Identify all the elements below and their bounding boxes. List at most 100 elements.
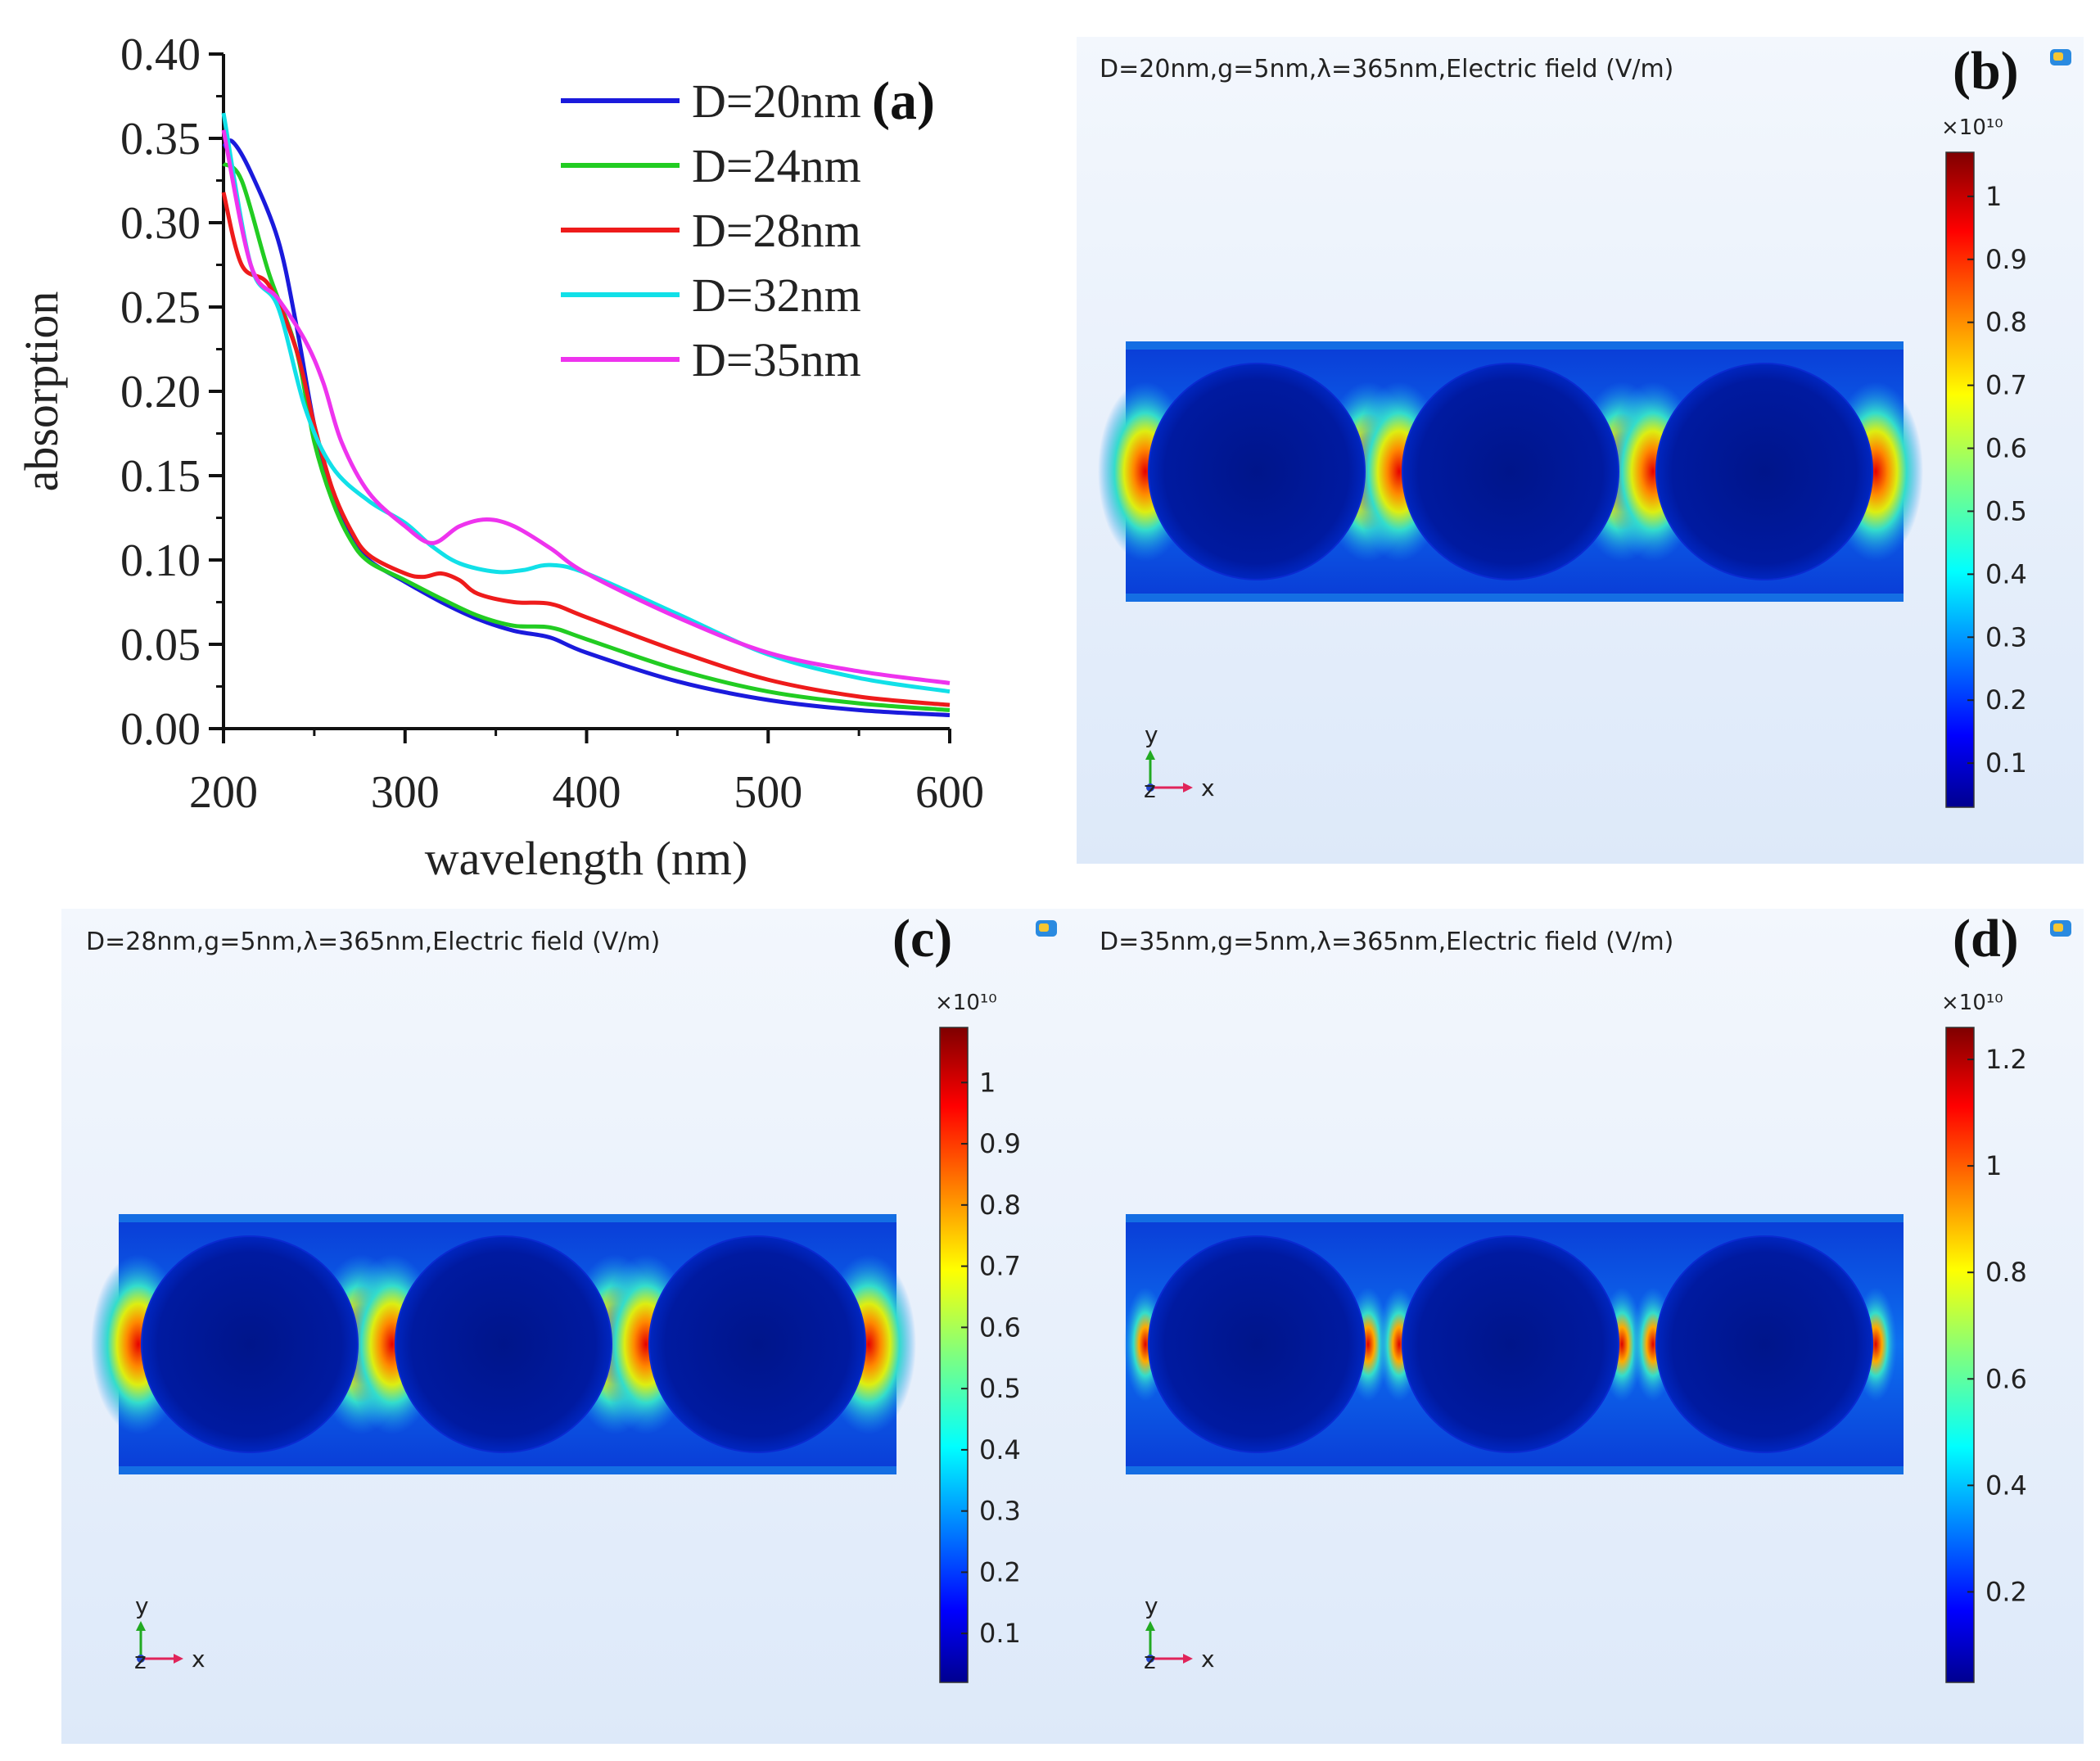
colorbar: ×10¹⁰ 0.1 0.2 0.3 0.4 0.5 0.6 0.7 0.8 0.9 1 — [1941, 115, 2027, 808]
colorbar-tick-label: 0.4 — [979, 1434, 1021, 1465]
colorbar-tick-label: 0.1 — [1985, 747, 2027, 779]
axis-y-label: y — [1145, 721, 1158, 748]
colorbar-tick-label: 0.5 — [1985, 495, 2027, 526]
nanoparticle — [648, 1235, 866, 1453]
field-map-b: D=20nm,g=5nm,λ=365nm,Electric field (V/m… — [1077, 37, 2084, 864]
comsol-logo-icon — [2050, 49, 2071, 65]
colorbar-tick-label: 0.2 — [979, 1556, 1021, 1587]
y-tick-label: 0.05 — [120, 620, 201, 671]
legend-label: D=24nm — [692, 139, 861, 192]
colorbar-tick-label: 0.8 — [1985, 307, 2027, 338]
comsol-logo-icon — [2050, 920, 2071, 937]
colorbar-tick-label: 0.7 — [1985, 370, 2027, 401]
field-edge — [1126, 341, 1904, 350]
legend: D=20nm D=24nm D=28nm D=32nm D=35nm — [561, 75, 861, 386]
nanoparticle — [1148, 363, 1366, 580]
field-map-d: D=35nm,g=5nm,λ=365nm,Electric field (V/m… — [1077, 909, 2084, 1744]
y-tick-label: 0.15 — [120, 451, 201, 502]
nanoparticle — [141, 1235, 359, 1453]
panel-title: D=35nm,g=5nm,λ=365nm,Electric field (V/m… — [1100, 928, 1673, 956]
panel-title: D=20nm,g=5nm,λ=365nm,Electric field (V/m… — [1100, 55, 1673, 84]
nanoparticle — [1402, 1235, 1619, 1453]
colorbar-tick-label: 1.2 — [1985, 1044, 2027, 1075]
colorbar-tick-label: 0.9 — [1985, 244, 2027, 275]
series-line-D=28nm — [221, 192, 951, 707]
panel-label-b: (b) — [1953, 41, 2019, 101]
axis-z-label: z — [1144, 776, 1156, 803]
y-tick-label: 0.20 — [120, 367, 201, 418]
colorbar-tick-label: 0.8 — [979, 1190, 1021, 1221]
y-tick-label: 0.35 — [120, 114, 201, 165]
y-tick-label: 0.25 — [120, 282, 201, 333]
y-axis-label: absorption — [15, 291, 68, 492]
colorbar-tick-label: 0.1 — [979, 1618, 1021, 1649]
colorbar-tick-label: 0.6 — [979, 1312, 1021, 1343]
colorbar-tick-label: 0.3 — [979, 1496, 1021, 1527]
axes-triad: y x z — [1144, 721, 1215, 803]
legend-label: D=35nm — [692, 333, 861, 386]
field-map — [91, 1214, 916, 1474]
colorbar-tick-label: 0.5 — [979, 1373, 1021, 1404]
colorbar-tick-label: 0.3 — [1985, 621, 2027, 652]
colorbar-tick-label: 0.6 — [1985, 433, 2027, 464]
x-tick-label: 200 — [189, 767, 258, 818]
nanoparticle — [1655, 363, 1873, 580]
colorbar-gradient — [1945, 1027, 1975, 1683]
y-tick-label: 0.30 — [120, 198, 201, 249]
colorbar-tick-label: 0.2 — [1985, 1576, 2027, 1607]
axes-triad: y x z — [134, 1592, 205, 1674]
colorbar-tick-label: 0.2 — [1985, 684, 2027, 716]
colorbar-tick-label: 1 — [1985, 181, 2002, 212]
y-tick-label: 0.40 — [120, 29, 201, 80]
colorbar-tick-label: 0.6 — [1985, 1363, 2027, 1394]
nanoparticle — [1655, 1235, 1873, 1453]
axis-y-label: y — [1145, 1592, 1158, 1619]
panel-label-a: (a) — [872, 71, 935, 131]
field-edge — [1126, 1214, 1904, 1222]
colorbar-gradient — [1945, 151, 1975, 808]
x-tick-label: 600 — [915, 767, 984, 818]
colorbar-tick-label: 0.7 — [979, 1251, 1021, 1282]
axis-y-label: y — [135, 1592, 149, 1619]
field-map — [1124, 1214, 1904, 1474]
absorption-chart: 0.00 0.05 0.10 0.15 0.20 0.25 0.30 0.35 0.40 200… — [0, 0, 1064, 896]
y-axis-ticks: 0.00 0.05 0.10 0.15 0.20 0.25 0.30 0.35 0.40 — [120, 29, 224, 755]
nanoparticle — [395, 1235, 612, 1453]
axis-z-label: z — [134, 1647, 147, 1674]
axis-x-label: x — [1201, 774, 1215, 801]
colorbar-exponent: ×10¹⁰ — [1941, 991, 2003, 1015]
legend-label: D=20nm — [692, 75, 861, 128]
axis-x-label: x — [192, 1646, 205, 1673]
y-tick-label: 0.10 — [120, 535, 201, 586]
field-edge — [1126, 594, 1904, 602]
comsol-logo-icon — [1036, 920, 1057, 937]
x-tick-label: 300 — [371, 767, 440, 818]
axis-z-label: z — [1144, 1647, 1156, 1674]
x-tick-label: 400 — [553, 767, 621, 818]
field-map-c: D=28nm,g=5nm,λ=365nm,Electric field (V/m… — [61, 909, 1077, 1744]
colorbar-tick-label: 1 — [979, 1067, 996, 1098]
panel-label-d: (d) — [1953, 909, 2019, 969]
y-tick-label: 0.00 — [120, 704, 201, 755]
legend-label: D=28nm — [692, 204, 861, 257]
x-axis-ticks: 200 300 400 500 600 — [189, 729, 984, 818]
series-line-D=35nm — [221, 129, 951, 685]
colorbar-gradient — [939, 1027, 969, 1683]
x-tick-label: 500 — [734, 767, 802, 818]
nanoparticle — [1148, 1235, 1366, 1453]
field-edge — [1126, 1466, 1904, 1474]
nanoparticle — [1402, 363, 1619, 580]
colorbar: ×10¹⁰ 0.2 0.4 0.6 0.8 1 1.2 — [1941, 991, 2027, 1683]
colorbar-exponent: ×10¹⁰ — [935, 991, 997, 1015]
x-axis-label: wavelength (nm) — [425, 832, 748, 885]
colorbar: ×10¹⁰ 0.1 0.2 0.3 0.4 0.5 0.6 0.7 0.8 0.9 1 — [935, 991, 1021, 1683]
colorbar-exponent: ×10¹⁰ — [1941, 115, 2003, 140]
panel-label-c: (c) — [892, 909, 952, 969]
colorbar-tick-label: 1 — [1985, 1150, 2002, 1181]
axis-x-label: x — [1201, 1646, 1215, 1673]
colorbar-tick-label: 0.9 — [979, 1128, 1021, 1159]
legend-label: D=32nm — [692, 269, 861, 322]
colorbar-tick-label: 0.4 — [1985, 1470, 2027, 1501]
axes-triad: y x z — [1144, 1592, 1215, 1674]
